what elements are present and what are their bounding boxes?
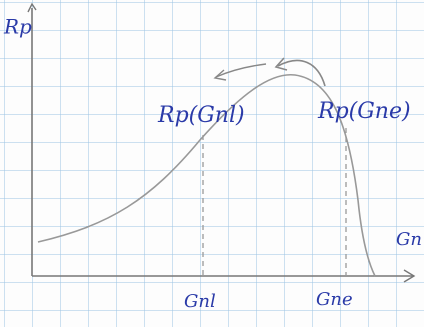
y-axis-label: Rp (3, 15, 32, 39)
annotation: Rp(Gne) (317, 99, 411, 124)
grid-paper (0, 0, 424, 327)
x-axis-label: Gn (396, 229, 422, 250)
sketch: Rp Gn Rp(Gnl) Rp(Gne) Gnl Gne (0, 0, 424, 327)
x-tick-label: Gne (316, 289, 353, 310)
annotation: Rp(Gnl) (157, 103, 245, 128)
x-tick-label: Gnl (184, 291, 216, 312)
